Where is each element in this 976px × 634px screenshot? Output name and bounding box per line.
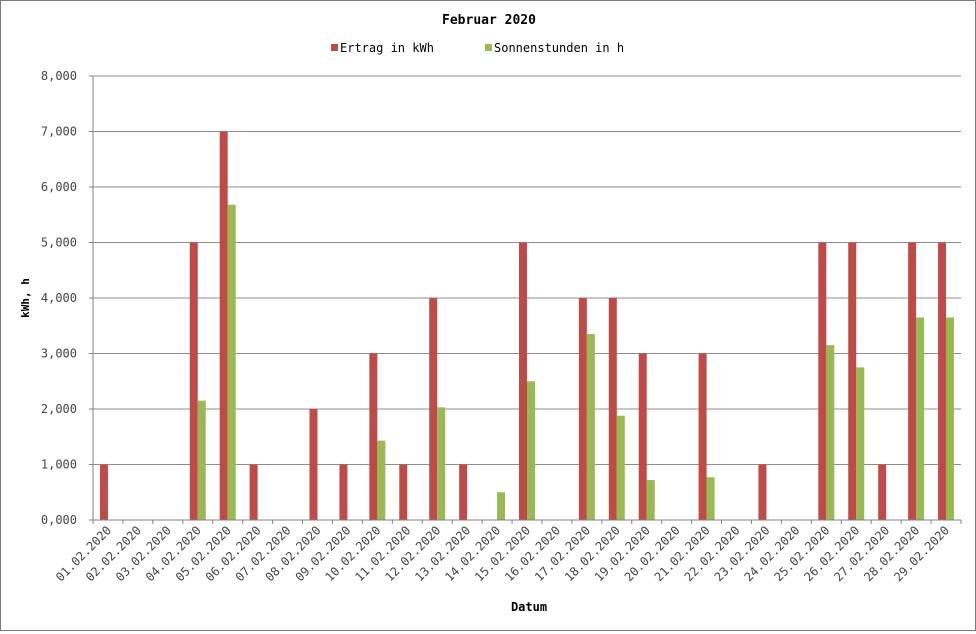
y-tick-label: 7,000 xyxy=(41,125,77,139)
bar xyxy=(698,353,707,520)
bar xyxy=(638,353,647,520)
bar xyxy=(878,464,887,520)
bar xyxy=(908,242,917,520)
bar xyxy=(758,464,767,520)
bar xyxy=(369,353,378,520)
bar xyxy=(377,440,386,520)
y-tick-label: 3,000 xyxy=(41,347,77,361)
bar xyxy=(99,464,108,520)
bar xyxy=(459,464,468,520)
y-axis-ticks: 0,000 1,000 2,000 3,000 4,000 5,000 6,000 7,000… xyxy=(41,69,93,527)
bar xyxy=(916,317,925,520)
bar xyxy=(339,464,348,520)
bar xyxy=(848,242,857,520)
bar xyxy=(249,464,258,520)
chart-title: Februar 2020 xyxy=(442,13,536,28)
bar xyxy=(429,298,438,520)
bar xyxy=(527,381,535,520)
y-axis-label: kWh, h xyxy=(19,278,32,318)
bar xyxy=(608,298,617,520)
bar xyxy=(227,204,236,520)
bar xyxy=(616,415,625,520)
legend-swatch xyxy=(331,44,338,51)
legend: Ertrag in kWh Sonnenstunden in h xyxy=(331,41,624,55)
x-axis-label: Datum xyxy=(511,600,547,614)
legend-label: Ertrag in kWh xyxy=(340,41,434,55)
bar xyxy=(497,492,506,520)
bar xyxy=(938,242,947,520)
y-tick-label: 5,000 xyxy=(41,236,77,250)
bar xyxy=(399,464,408,520)
legend-swatch xyxy=(485,44,492,51)
bar xyxy=(856,367,865,520)
bar xyxy=(309,409,318,520)
bar xyxy=(519,242,527,520)
y-tick-label: 4,000 xyxy=(41,291,77,305)
bar xyxy=(437,407,446,520)
axes xyxy=(92,76,961,521)
legend-label: Sonnenstunden in h xyxy=(494,41,624,55)
bar xyxy=(826,345,835,520)
y-tick-label: 6,000 xyxy=(41,180,77,194)
bar xyxy=(189,242,198,520)
bar xyxy=(646,480,655,520)
bar xyxy=(197,400,206,520)
bar xyxy=(586,334,595,520)
y-tick-label: 2,000 xyxy=(41,402,77,416)
y-tick-label: 0,000 xyxy=(41,513,77,527)
y-tick-label: 8,000 xyxy=(41,69,77,83)
bar xyxy=(219,131,228,520)
x-axis-ticks: 01.02.202002.02.202003.02.202004.02.2020… xyxy=(53,520,962,584)
bar xyxy=(818,242,827,520)
y-tick-label: 1,000 xyxy=(41,458,77,472)
bar xyxy=(706,477,715,520)
bar xyxy=(946,317,955,520)
bars xyxy=(99,131,955,520)
bar xyxy=(578,298,587,520)
